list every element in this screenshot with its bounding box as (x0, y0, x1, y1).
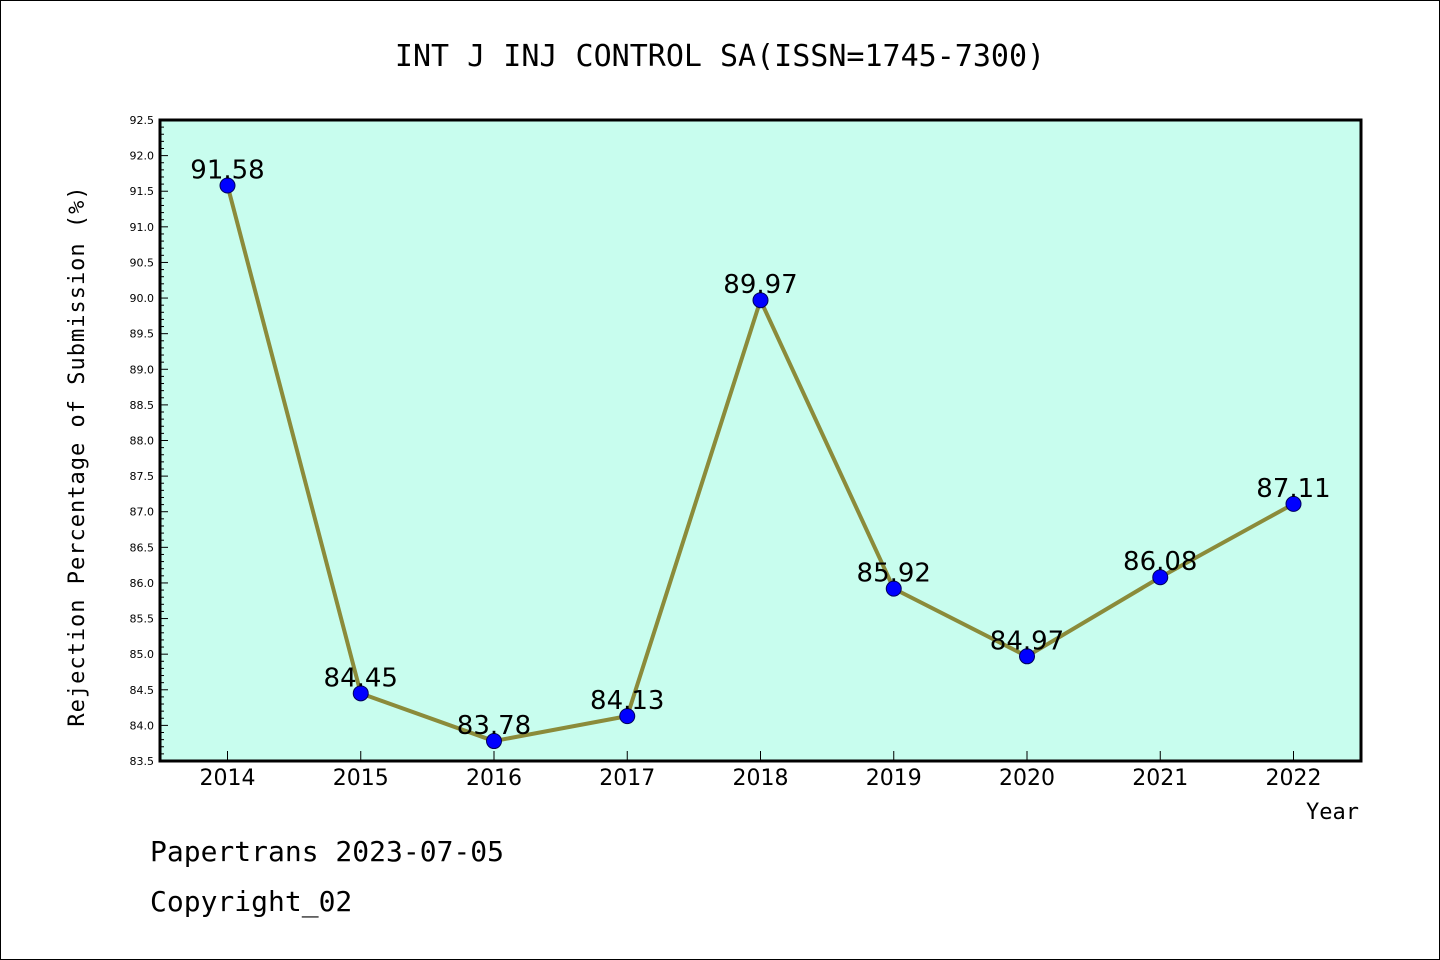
y-tick-label: 91.5 (130, 185, 155, 198)
x-tick-label: 2019 (866, 766, 922, 791)
y-tick-label: 90.0 (130, 292, 155, 305)
y-tick-label: 88.0 (130, 435, 155, 448)
footer-date: Papertrans 2023-07-05 (150, 835, 505, 868)
y-tick-label: 85.5 (130, 613, 155, 626)
y-tick-label: 90.5 (130, 256, 155, 269)
data-label: 84.13 (590, 686, 664, 716)
y-tick-label: 87.5 (130, 470, 155, 483)
footer-copyright: Copyright_02 (150, 885, 353, 918)
x-tick-label: 2017 (599, 766, 655, 791)
y-tick-label: 86.0 (130, 577, 155, 590)
data-label: 83.78 (457, 711, 531, 741)
y-tick-label: 87.0 (130, 506, 155, 519)
data-point (1285, 495, 1302, 512)
x-tick-label: 2016 (466, 766, 522, 791)
y-axis-label: Rejection Percentage of Submission (%) (65, 185, 90, 726)
x-tick-label: 2014 (200, 766, 256, 791)
data-label: 85.92 (857, 559, 931, 589)
y-tick-label: 92.0 (130, 150, 155, 163)
chart-title: INT J INJ CONTROL SA(ISSN=1745-7300) (395, 39, 1045, 74)
data-point (352, 685, 369, 702)
x-tick-label: 2018 (733, 766, 789, 791)
data-label: 89.97 (723, 270, 797, 300)
data-point (619, 708, 636, 725)
y-tick-label: 89.0 (130, 363, 155, 376)
series-layer (219, 177, 1302, 750)
data-label: 84.45 (324, 663, 398, 693)
data-label: 87.11 (1256, 474, 1330, 504)
data-point (486, 733, 502, 750)
data-point (752, 292, 769, 309)
y-tick-label: 89.5 (130, 328, 155, 341)
y-tick-label: 85.0 (130, 648, 155, 661)
data-label-layer: 91.58 84.45 83.78 84.13 89.97 85.92 84.97 86.08… (190, 156, 1330, 742)
x-axis-label: Year (1306, 800, 1359, 825)
y-tick-label: 92.5 (130, 114, 155, 127)
y-tick-label: 88.5 (130, 399, 155, 412)
data-point (1152, 569, 1169, 586)
data-label: 86.08 (1123, 547, 1197, 577)
x-tick-label: 2021 (1132, 766, 1188, 791)
y-tick-label: 84.0 (130, 719, 155, 732)
data-point (1019, 648, 1035, 665)
data-label: 84.97 (990, 626, 1064, 656)
x-tick-label: 2020 (999, 766, 1055, 791)
x-tick-label: 2022 (1266, 766, 1322, 791)
x-tick-label: 2015 (333, 766, 389, 791)
data-label: 91.58 (190, 156, 264, 186)
y-tick-label: 83.5 (130, 755, 155, 768)
y-tick-label: 91.0 (130, 221, 155, 234)
data-point (219, 177, 236, 194)
y-tick-label: 86.5 (130, 541, 155, 554)
y-axis-ticks: 83.5 84.0 84.5 85.0 85.5 86.0 86.5 87.0 87.5 88.0… (130, 114, 168, 768)
x-axis-ticks: 2014 2015 2016 2017 2018 2019 2020 2021 2022 (200, 751, 1322, 791)
plot-area (158, 118, 1363, 763)
y-tick-label: 84.5 (130, 684, 155, 697)
data-point (885, 580, 902, 597)
